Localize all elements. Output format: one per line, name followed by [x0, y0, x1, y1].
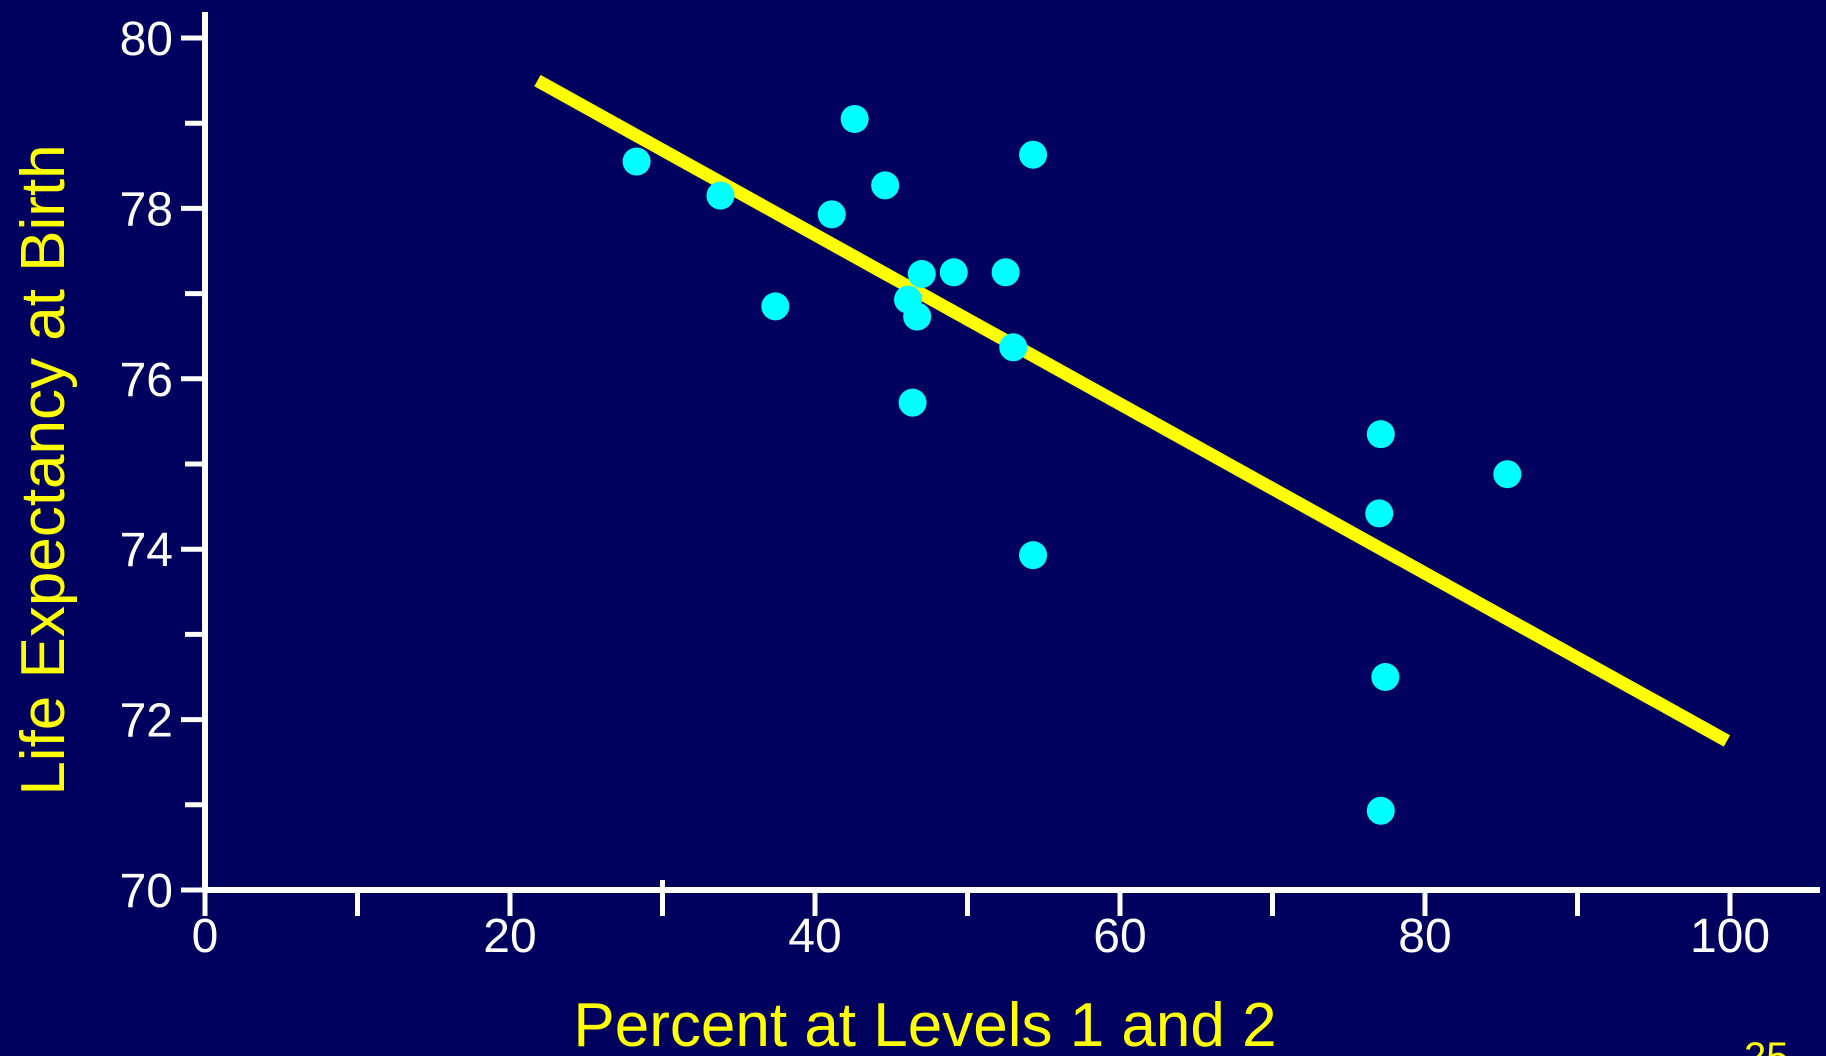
data-point [1493, 460, 1522, 489]
data-point [871, 171, 900, 200]
data-point [1365, 499, 1394, 528]
y-tick-label: 80 [120, 13, 173, 66]
data-point [1019, 541, 1048, 570]
data-point [817, 200, 846, 229]
data-point [991, 258, 1020, 287]
data-point [1371, 663, 1400, 691]
y-tick-label: 74 [120, 524, 173, 577]
data-point [939, 258, 968, 287]
data-point [761, 292, 790, 321]
data-point [907, 260, 936, 289]
y-tick-label: 70 [120, 865, 173, 918]
x-tick-label: 40 [788, 910, 841, 963]
data-point [622, 147, 651, 176]
trendline-layer [534, 74, 1731, 747]
x-tick-label: 20 [483, 910, 536, 963]
y-tick-label: 76 [120, 354, 173, 407]
data-point [903, 302, 932, 331]
x-tick-label: 80 [1398, 910, 1451, 963]
y-tick-label: 78 [120, 183, 173, 236]
x-tick-label: 100 [1690, 910, 1770, 963]
y-axis-title: Life Expectancy at Birth [9, 144, 78, 795]
x-tick-label: 60 [1093, 910, 1146, 963]
data-point [1019, 140, 1048, 169]
data-point [999, 333, 1028, 362]
points-layer [622, 104, 1522, 825]
data-point [1366, 420, 1395, 449]
corner-slide-number: 25 [1744, 1035, 1789, 1056]
x-axis-title: Percent at Levels 1 and 2 [573, 991, 1276, 1056]
data-point [706, 181, 735, 210]
data-point [840, 104, 869, 133]
x-tick-label: 0 [192, 910, 219, 963]
trendline [534, 74, 1731, 747]
axes [181, 12, 1820, 916]
tick-labels: 70 72 74 76 78 80 0 20 40 60 80 100 [120, 13, 1770, 963]
y-tick-label: 72 [120, 695, 173, 748]
data-point [1366, 796, 1395, 825]
data-point [898, 388, 927, 417]
